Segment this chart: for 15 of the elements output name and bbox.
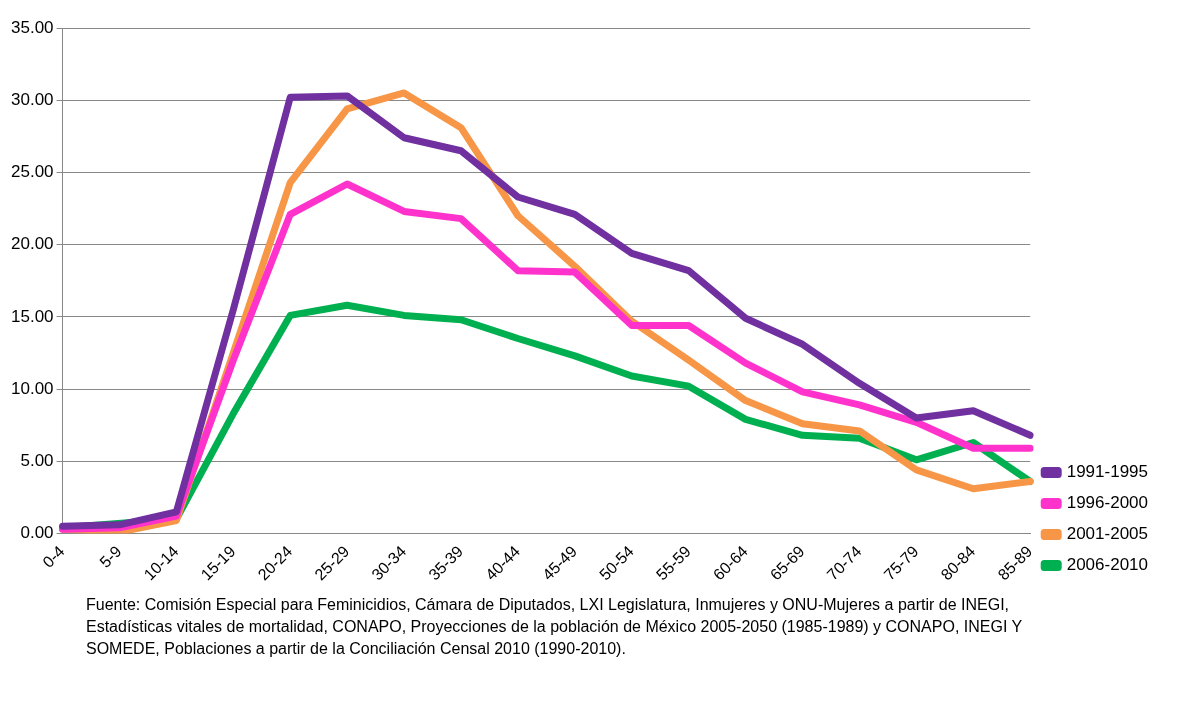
legend-label: 1996-2000 xyxy=(1066,493,1149,513)
source-note: Fuente: Comisión Especial para Feminicidios, Cámara de Diputados, LXI Legislatura, Inmujeres y ONU-Mujeres a partir de INEGI, Estadísticas vitales de mortalidad, CONAPO, Proyecciones de la población de México 2005-2050 (1985-1989) y CONAPO, INEGI Y SOMEDE, Poblaciones a partir de la Conciliación Censal 2010 (1990-2010). xyxy=(86,595,1023,659)
y-tick-label: 20.00 xyxy=(10,234,54,254)
legend-label: 2006-2010 xyxy=(1066,555,1149,575)
y-tick-label: 25.00 xyxy=(10,162,54,182)
x-tick-label: 0-4 xyxy=(39,542,68,571)
y-tick-label: 35.00 xyxy=(10,17,54,37)
legend-label: 2001-2005 xyxy=(1066,524,1149,544)
legend-label: 1991-1995 xyxy=(1066,462,1149,482)
y-tick-label: 0.00 xyxy=(20,523,54,543)
y-tick-label: 15.00 xyxy=(10,306,54,326)
y-tick-label: 5.00 xyxy=(20,450,54,470)
y-tick-label: 10.00 xyxy=(10,378,54,398)
y-tick-label: 30.00 xyxy=(10,89,54,109)
x-tick-label: 5-9 xyxy=(96,542,125,571)
